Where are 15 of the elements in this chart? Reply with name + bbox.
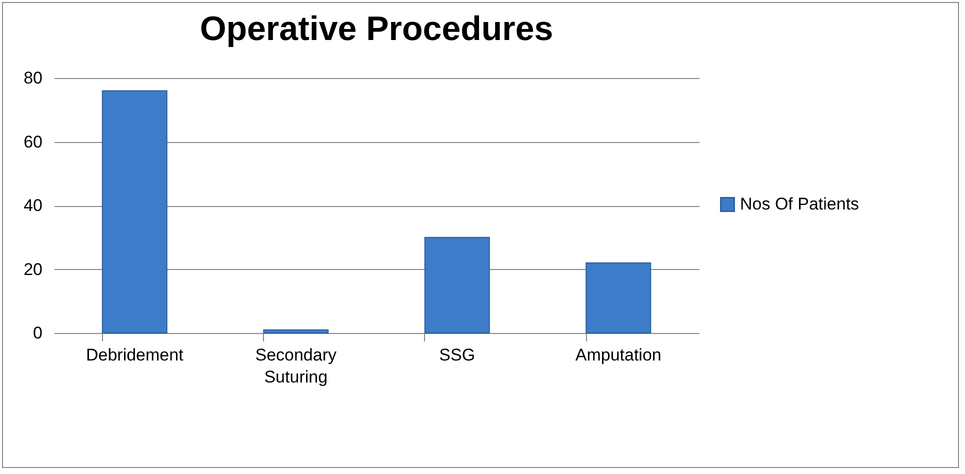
y-tick-label: 40 <box>24 196 42 215</box>
bar <box>424 236 490 334</box>
x-tick-label: Debridement <box>86 346 184 364</box>
x-tick-label: Amputation <box>575 346 662 364</box>
legend-label: Nos Of Patients <box>740 194 860 214</box>
bar <box>263 329 329 334</box>
bar <box>102 90 168 334</box>
bar <box>586 262 652 334</box>
y-tick-label: 80 <box>24 68 42 88</box>
y-tick-label: 0 <box>33 324 42 342</box>
y-tick-label: 60 <box>24 132 42 152</box>
x-tick-label: SSG <box>439 346 476 364</box>
x-tick-label: Secondary Suturing <box>255 346 338 386</box>
chart-title: Operative Procedures <box>200 10 554 48</box>
y-tick-label: 20 <box>24 260 42 279</box>
